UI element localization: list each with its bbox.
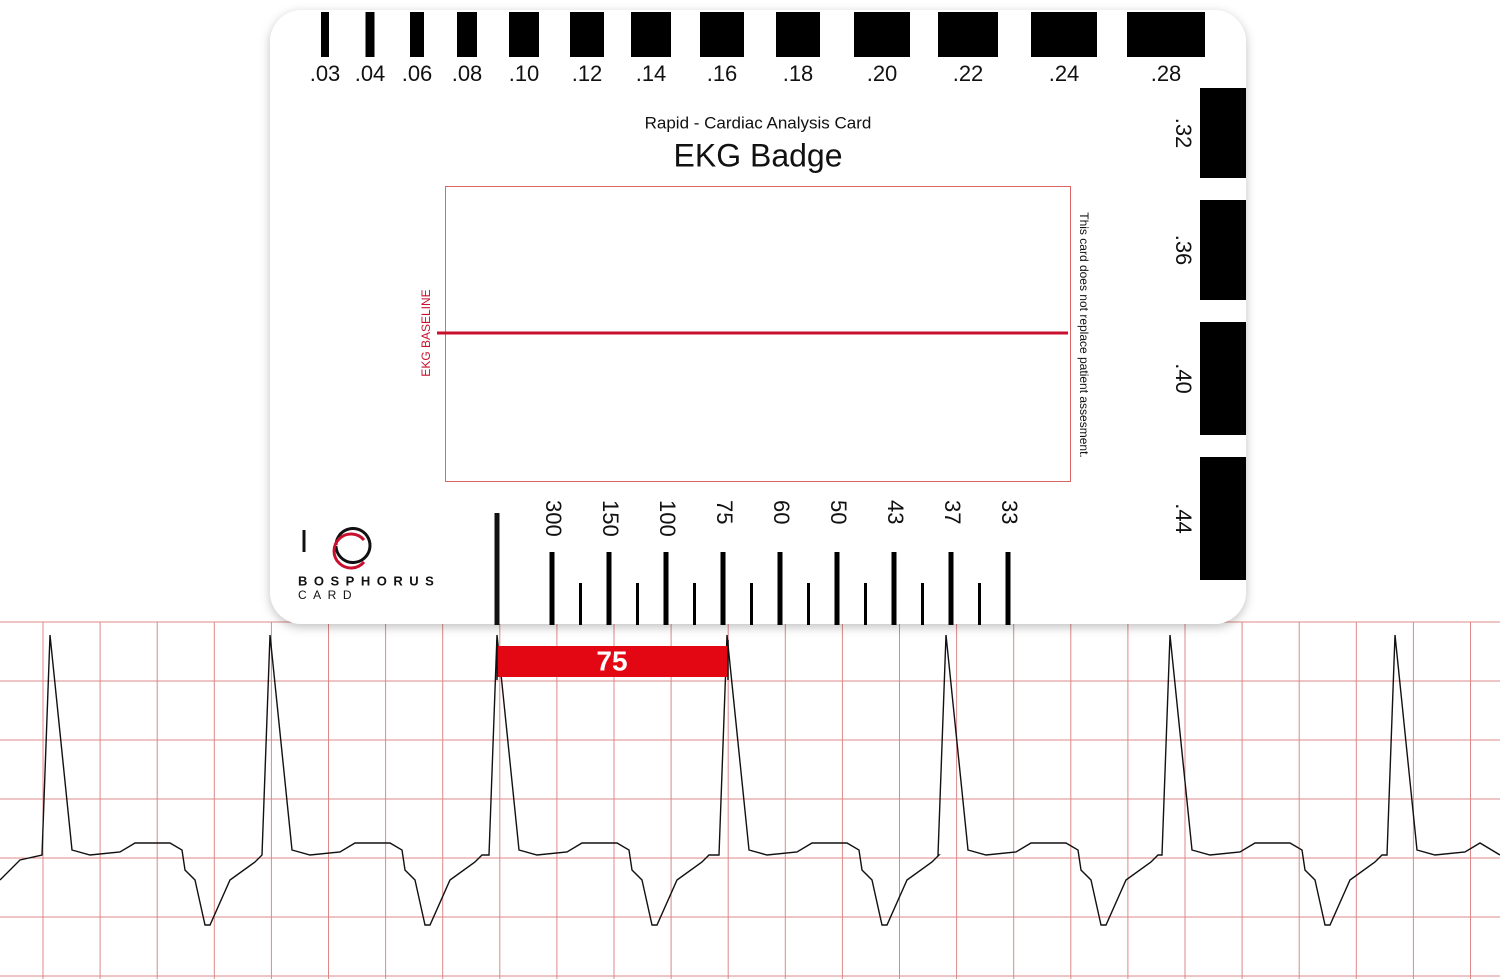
scale-label: .36 [1171,235,1196,266]
scale-label: .12 [572,61,603,86]
card [270,10,1246,624]
scale-label: .04 [355,61,386,86]
ekg-trace [0,634,1500,926]
rate-label: 75 [712,500,737,524]
scale-bar [854,12,910,57]
baseline-label: EKG BASELINE [419,289,433,376]
scale-bar [365,12,375,57]
card-content: Rapid - Cardiac Analysis Card EKG Badge … [298,12,1246,625]
measure-label: 75 [596,645,627,676]
scale-label: .03 [310,61,341,86]
scale-label: .40 [1171,363,1196,394]
rate-label: 150 [598,500,623,537]
scale-label: .22 [953,61,984,86]
scale-bar [1200,200,1246,300]
scale-label: .06 [402,61,433,86]
scale-label: .44 [1171,503,1196,534]
rate-label: 37 [940,500,965,524]
scale-bar [410,12,424,57]
scale-bar [1200,88,1246,178]
scale-bar [457,12,477,57]
brand: BOSPHORUS [298,573,440,588]
scale-bar [570,12,604,57]
scale-label: .08 [452,61,483,86]
scale-label: .18 [783,61,814,86]
rate-label: 60 [769,500,794,524]
scale-label: .32 [1171,118,1196,149]
logo-b [302,527,372,564]
card-subtitle: Rapid - Cardiac Analysis Card [645,113,872,132]
scale-label: .20 [867,61,898,86]
scale-bar [509,12,539,57]
scale-bar [700,12,744,57]
card-title: EKG Badge [674,137,843,173]
measure-bar [497,646,728,677]
scale-bar [1200,322,1246,435]
scale-label: .28 [1151,61,1182,86]
scale-label: .24 [1049,61,1080,86]
rate-label: 50 [826,500,851,524]
scale-bar [938,12,998,57]
ekg-grid [0,621,1500,979]
brand-sub: CARD [298,588,358,602]
scale-bar [1031,12,1097,57]
rate-label: 100 [655,500,680,537]
scale-bar [1200,457,1246,580]
scale-bar [1127,12,1205,57]
rate-label: 300 [541,500,566,537]
scale-bar [776,12,820,57]
scale-label: .16 [707,61,738,86]
scale-label: .14 [636,61,667,86]
rate-label: 33 [997,500,1022,524]
logo-c [332,532,366,570]
scale-label: .10 [509,61,540,86]
rate-label: 43 [883,500,908,524]
scale-bar [631,12,671,57]
disclaimer: This card does not replace patient asses… [1077,212,1091,457]
scale-bar [321,12,329,57]
